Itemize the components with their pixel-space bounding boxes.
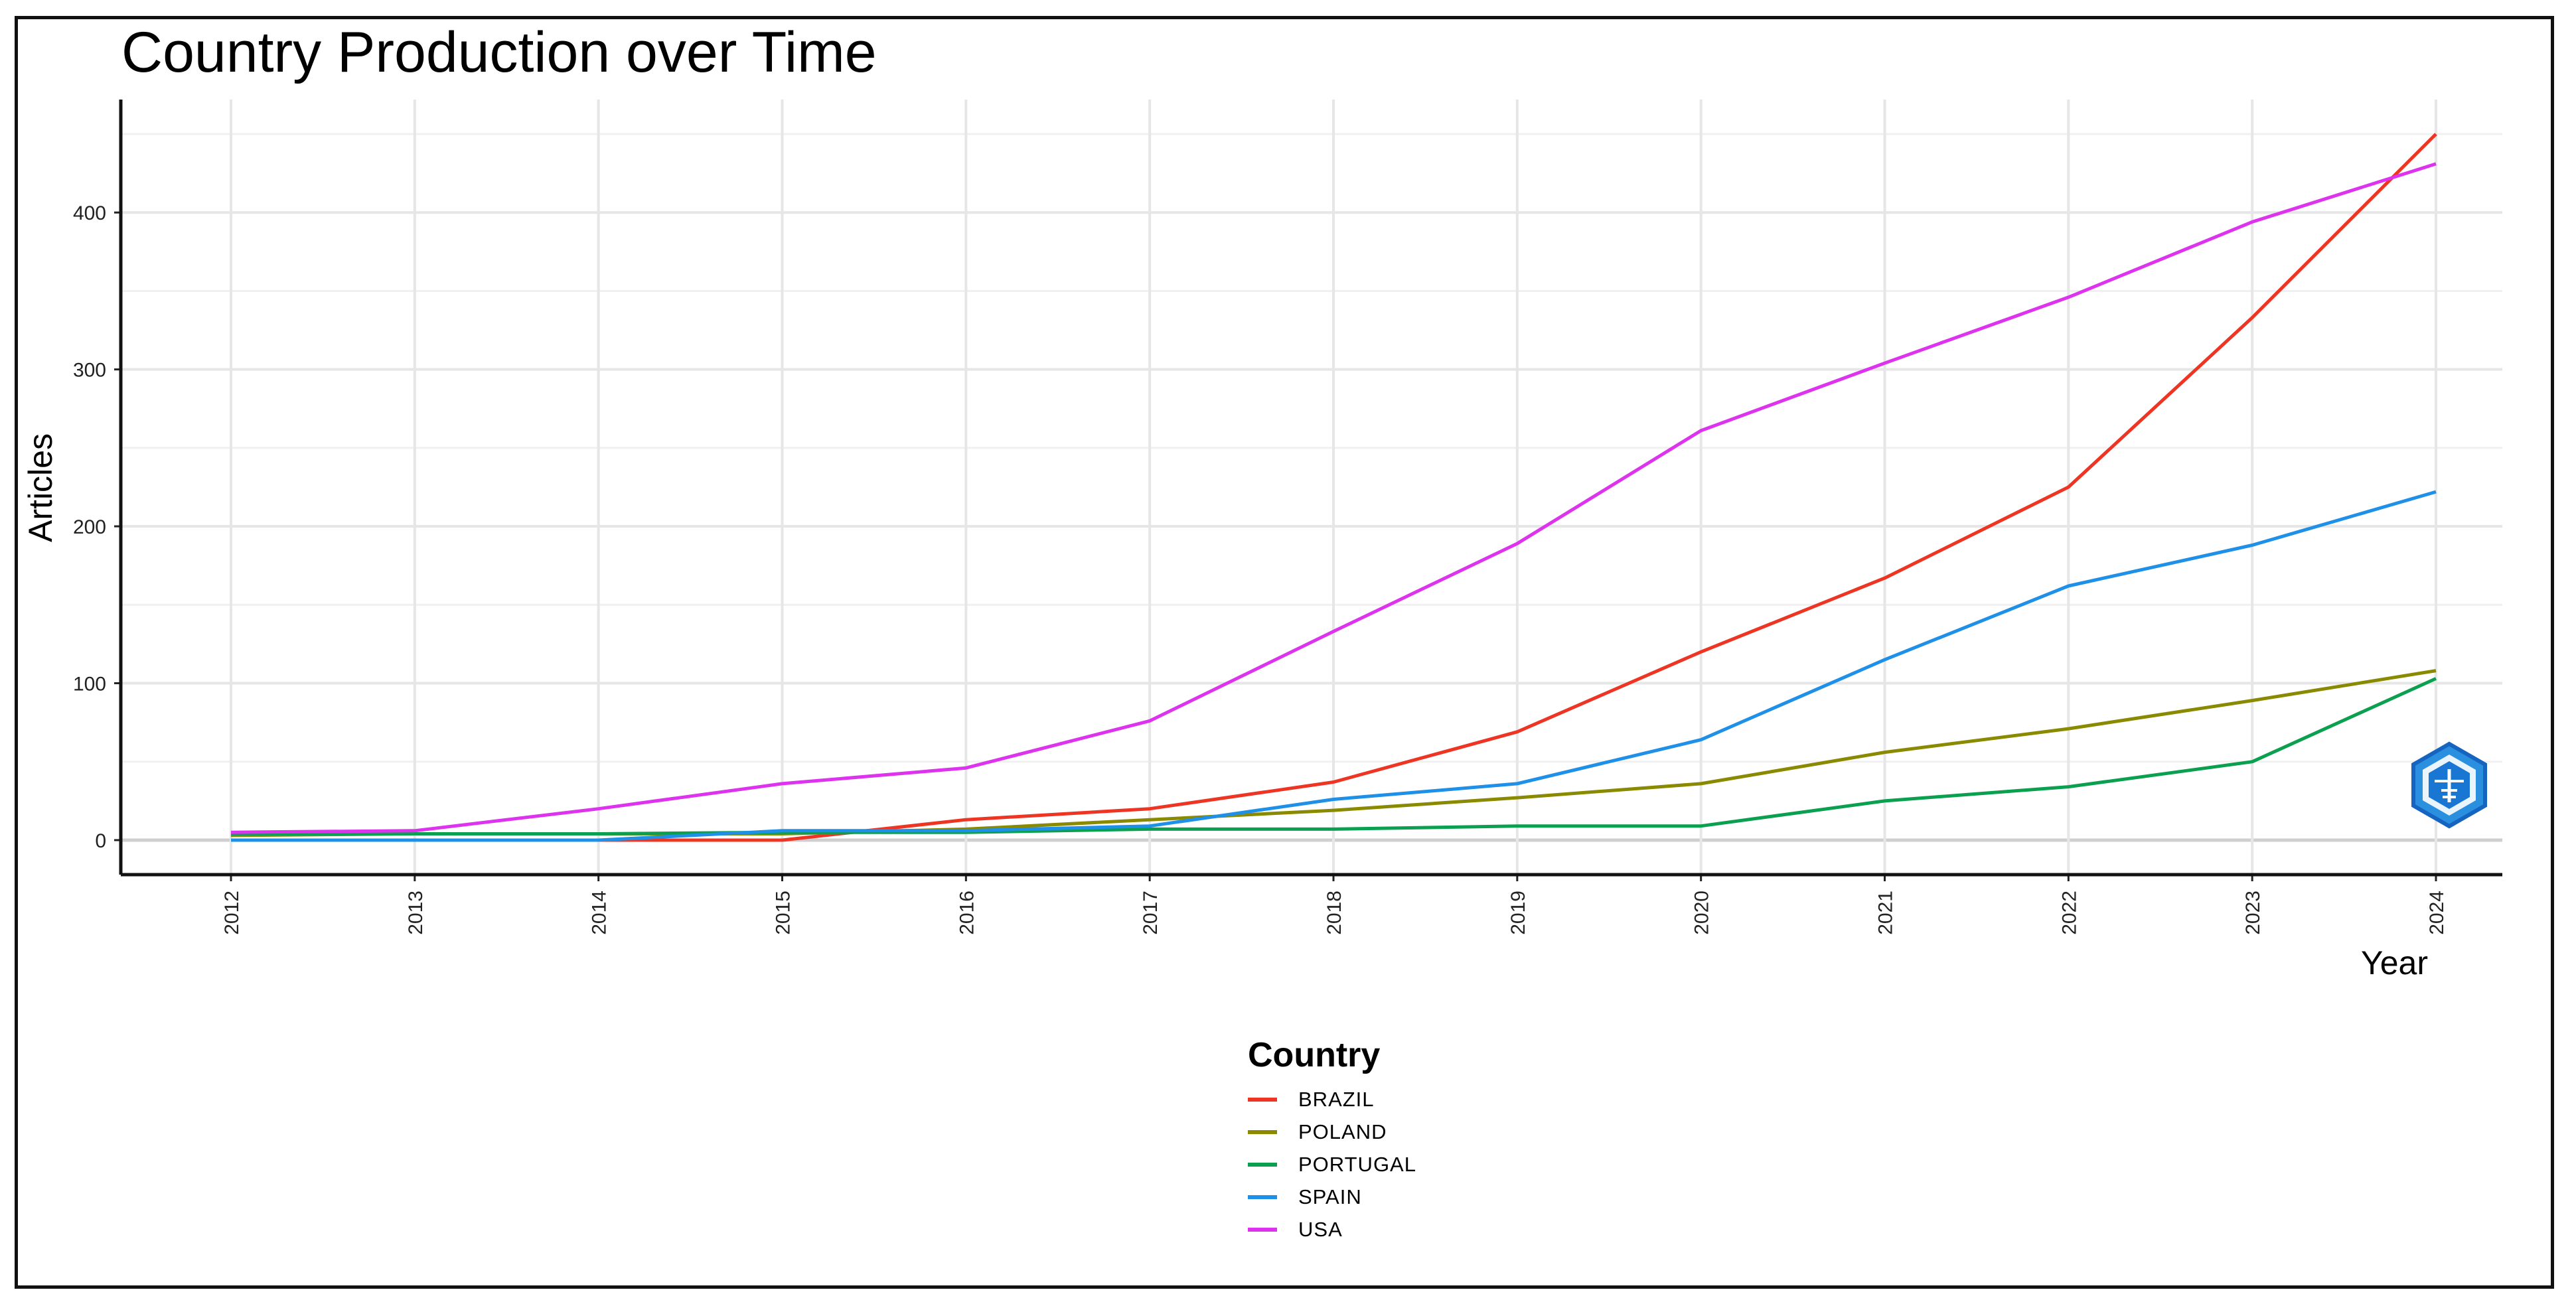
legend-item-usa: USA: [1248, 1214, 1343, 1246]
legend-label: SPAIN: [1298, 1185, 1362, 1208]
legend-label: POLAND: [1298, 1120, 1387, 1143]
series-layer: [230, 133, 2437, 842]
legend-item-portugal: PORTUGAL: [1248, 1149, 1416, 1181]
x-tick-label: 2016: [956, 891, 978, 935]
y-tick-label: 200: [73, 516, 106, 538]
x-tick-label: 2013: [405, 891, 427, 935]
y-tick-label: 0: [95, 830, 106, 852]
chart-title: Country Production over Time: [121, 21, 877, 84]
legend-label: BRAZIL: [1298, 1088, 1375, 1111]
axis-layer: [114, 100, 2502, 881]
legend-swatch: [1248, 1130, 1277, 1134]
x-tick-label: 2021: [1875, 891, 1897, 935]
legend-title: Country: [1248, 1036, 1381, 1074]
label-layer: 0 100 200 300 400 2012 2013 2014 2015 2016 2017 201…: [22, 202, 2448, 981]
x-tick-label: 2024: [2426, 891, 2448, 935]
x-tick-label: 2023: [2242, 891, 2264, 935]
x-tick-label: 2014: [589, 891, 611, 935]
x-tick-label: 2020: [1691, 891, 1713, 935]
legend-item-brazil: BRAZIL: [1248, 1084, 1375, 1116]
x-tick-label: 2012: [221, 891, 243, 935]
legend-label: PORTUGAL: [1298, 1153, 1416, 1176]
legend-swatch: [1248, 1163, 1277, 1167]
watermark-logo-icon: [2411, 741, 2487, 829]
grid-layer: [121, 100, 2502, 875]
x-tick-label: 2018: [1324, 891, 1345, 935]
chart-frame: [15, 16, 2554, 1289]
series-line-portugal: [231, 677, 2437, 835]
legend-swatch: [1248, 1098, 1277, 1102]
x-tick-label: 2022: [2058, 891, 2080, 935]
x-tick-label: 2017: [1140, 891, 1162, 935]
x-axis-title: Year: [2361, 944, 2428, 981]
y-tick-label: 100: [73, 674, 106, 695]
series-line-spain: [231, 490, 2437, 842]
legend-swatch: [1248, 1195, 1277, 1199]
legend-swatch: [1248, 1228, 1277, 1232]
x-tick-label: 2015: [773, 891, 795, 935]
y-tick-label: 300: [73, 360, 106, 382]
legend-item-spain: SPAIN: [1248, 1181, 1362, 1213]
series-line-usa: [230, 162, 2437, 834]
legend-label: USA: [1298, 1218, 1343, 1241]
x-tick-label: 2019: [1507, 891, 1529, 935]
y-tick-label: 400: [73, 202, 106, 224]
y-axis-title: Articles: [22, 433, 59, 542]
legend-item-poland: POLAND: [1248, 1116, 1387, 1148]
